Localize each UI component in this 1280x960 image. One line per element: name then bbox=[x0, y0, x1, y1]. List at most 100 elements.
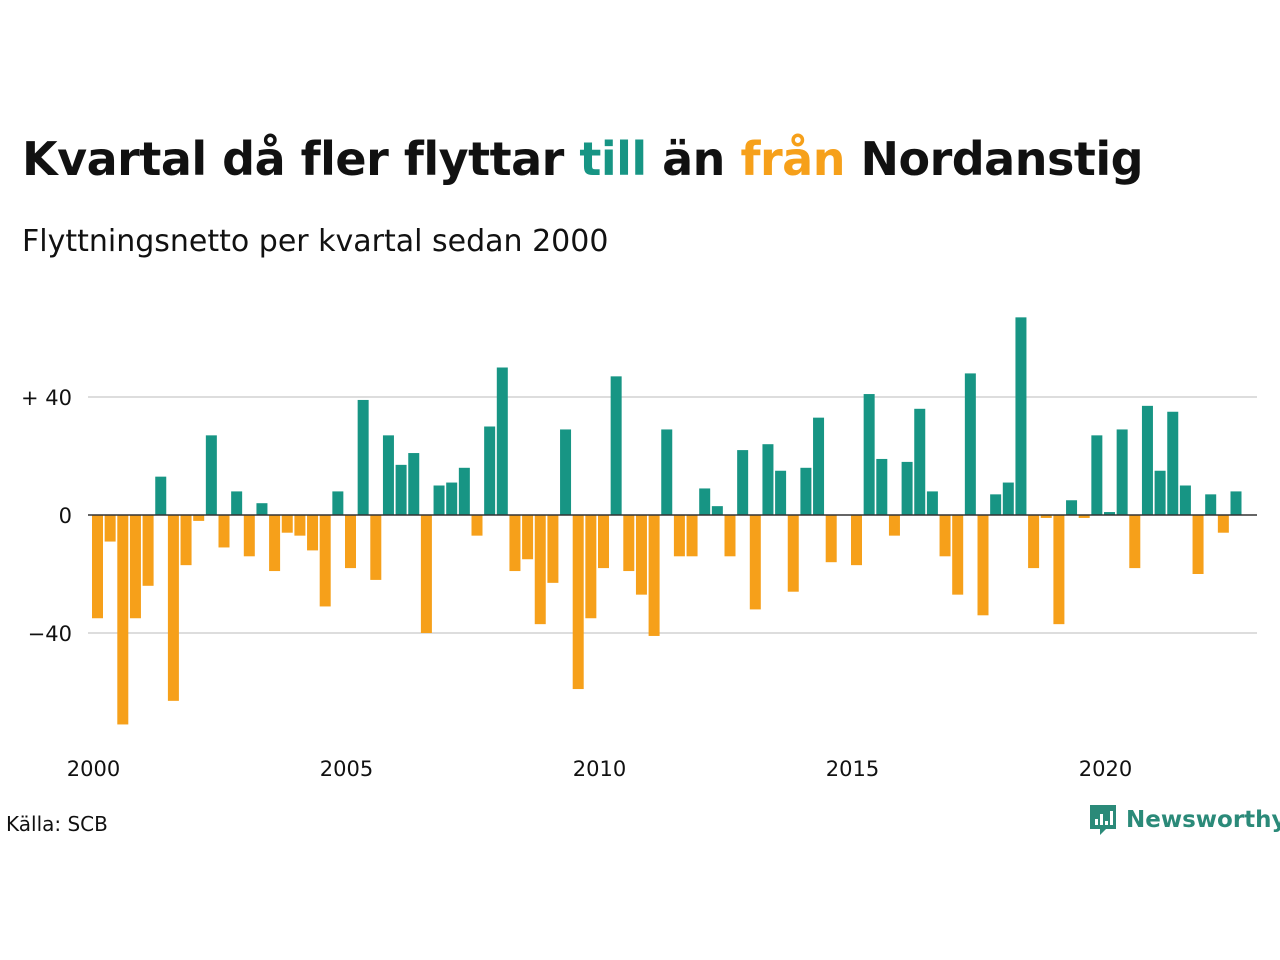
bar bbox=[231, 491, 243, 515]
bar bbox=[345, 515, 356, 569]
bar bbox=[1053, 515, 1065, 625]
bar bbox=[686, 515, 698, 557]
bar bbox=[484, 426, 496, 515]
bar bbox=[1078, 515, 1090, 518]
bar bbox=[92, 515, 103, 619]
bar bbox=[661, 429, 673, 515]
bar bbox=[724, 515, 736, 557]
newsworthy-logo-icon bbox=[1090, 805, 1116, 835]
bar bbox=[458, 467, 470, 515]
bars bbox=[92, 317, 1242, 725]
bar bbox=[1015, 317, 1027, 515]
bar bbox=[939, 515, 951, 557]
bar bbox=[408, 453, 420, 515]
bar bbox=[800, 467, 812, 515]
bar bbox=[142, 515, 154, 586]
bar bbox=[598, 515, 609, 569]
x-axis-labels: 2000 2005 2010 2015 2020 bbox=[67, 757, 1132, 781]
bar bbox=[180, 515, 192, 566]
bar bbox=[737, 450, 749, 515]
bar bbox=[673, 515, 685, 557]
y-tick-label: + 40 bbox=[21, 386, 72, 410]
bar bbox=[964, 373, 976, 515]
bar bbox=[1002, 482, 1014, 515]
bar bbox=[914, 408, 926, 515]
bar bbox=[547, 515, 559, 583]
bar bbox=[193, 515, 205, 521]
brand-name: Newsworthy bbox=[1126, 807, 1280, 833]
bar bbox=[104, 515, 116, 542]
title-word-fran: från bbox=[740, 132, 845, 186]
bar bbox=[155, 476, 167, 515]
x-tick-label: 2000 bbox=[67, 757, 120, 781]
brand-logo: Newsworthy bbox=[1088, 803, 1280, 837]
bar bbox=[648, 515, 660, 636]
bar bbox=[243, 515, 255, 557]
title-part-3: Nordanstig bbox=[844, 132, 1144, 186]
bar bbox=[1167, 411, 1179, 515]
bar bbox=[294, 515, 306, 536]
bar bbox=[420, 515, 432, 633]
bar bbox=[129, 515, 141, 619]
bar bbox=[167, 515, 179, 701]
bar bbox=[1217, 515, 1229, 533]
bar bbox=[1066, 500, 1078, 515]
bar bbox=[610, 376, 622, 515]
bar bbox=[775, 470, 787, 515]
bar bbox=[825, 515, 837, 563]
bar bbox=[509, 515, 521, 572]
bar bbox=[699, 488, 711, 515]
source-note: Källa: SCB bbox=[6, 812, 108, 836]
bar bbox=[1116, 429, 1128, 515]
bar bbox=[1141, 405, 1153, 515]
title-part-2: än bbox=[646, 132, 741, 186]
chart-title: Kvartal då fler flyttar till än från Nor… bbox=[22, 132, 1144, 186]
bar bbox=[952, 515, 964, 595]
bar bbox=[1179, 485, 1191, 515]
bar bbox=[471, 515, 483, 536]
bar bbox=[281, 515, 293, 533]
bar bbox=[534, 515, 546, 625]
bar bbox=[977, 515, 989, 616]
bar bbox=[635, 515, 647, 595]
bar bbox=[901, 461, 913, 515]
bar bbox=[370, 515, 382, 580]
bar bbox=[585, 515, 597, 619]
bar bbox=[522, 515, 534, 560]
bar bbox=[749, 515, 761, 610]
x-tick-label: 2005 bbox=[320, 757, 373, 781]
bar bbox=[876, 458, 888, 515]
bar bbox=[395, 464, 407, 515]
bar bbox=[496, 367, 508, 515]
bar bbox=[990, 494, 1002, 515]
bar bbox=[218, 515, 230, 548]
bar bbox=[813, 417, 825, 515]
bar bbox=[711, 506, 723, 515]
grid-lines bbox=[88, 396, 1257, 634]
bar bbox=[560, 429, 572, 515]
bar bbox=[256, 503, 268, 515]
bar bbox=[1192, 515, 1204, 574]
bar bbox=[205, 435, 217, 515]
bar bbox=[1129, 515, 1141, 569]
x-tick-label: 2015 bbox=[826, 757, 879, 781]
bar bbox=[319, 515, 331, 607]
bar bbox=[1040, 515, 1052, 518]
x-tick-label: 2010 bbox=[573, 757, 626, 781]
bar bbox=[382, 435, 394, 515]
bar bbox=[623, 515, 635, 572]
y-tick-label: −40 bbox=[28, 622, 72, 646]
bar bbox=[572, 515, 584, 690]
bar bbox=[307, 515, 319, 551]
bar bbox=[926, 491, 938, 515]
bar bbox=[762, 444, 774, 515]
bar bbox=[1230, 491, 1242, 515]
bar bbox=[332, 491, 344, 515]
x-tick-label: 2020 bbox=[1079, 757, 1132, 781]
bar bbox=[269, 515, 281, 572]
y-axis-labels: + 40 0 −40 bbox=[21, 386, 72, 646]
bar bbox=[1028, 515, 1040, 569]
bar bbox=[863, 394, 875, 515]
chart-subtitle: Flyttningsnetto per kvartal sedan 2000 bbox=[22, 224, 609, 259]
